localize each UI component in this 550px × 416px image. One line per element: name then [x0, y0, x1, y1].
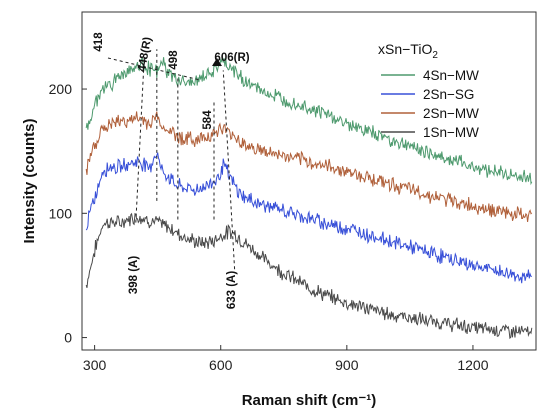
y-axis-title: Intensity (counts) — [21, 118, 38, 243]
guide-398-418 — [135, 57, 145, 223]
annotation-418: 418 — [93, 32, 105, 52]
annotation-448R: 448(R) — [136, 36, 154, 73]
series-line-1sn-mw — [85, 212, 533, 340]
x-tick-label: 300 — [83, 357, 107, 373]
series-line-2sn-sg — [85, 152, 532, 284]
arrow-606-icon — [212, 58, 222, 66]
y-tick-label: 0 — [64, 330, 72, 346]
legend-title-main: xSn−TiO — [378, 41, 432, 57]
legend-title: xSn−TiO2 — [378, 41, 438, 61]
legend-label: 4Sn−MW — [423, 68, 479, 83]
annotation-398A: 398 (A) — [128, 256, 140, 295]
tick-layer: 300 600 900 1200 0 100 200 — [49, 81, 489, 373]
x-axis-title: Raman shift (cm⁻¹) — [242, 392, 377, 409]
series-layer — [85, 56, 533, 340]
annotation-584: 584 — [202, 110, 214, 130]
x-tick-label: 1200 — [457, 357, 488, 373]
plot-frame — [81, 11, 537, 351]
y-tick-label: 100 — [49, 205, 73, 221]
legend-label: 1Sn−MW — [423, 125, 479, 140]
annotation-633A: 633 (A) — [226, 271, 238, 310]
legend: xSn−TiO2 4Sn−MW 2Sn−SG 2Sn−MW 1Sn−MW — [378, 41, 479, 140]
y-tick-label: 200 — [49, 81, 73, 97]
legend-label: 2Sn−MW — [423, 106, 479, 121]
legend-label: 2Sn−SG — [423, 87, 474, 102]
legend-title-sub: 2 — [432, 50, 438, 61]
x-tick-label: 900 — [335, 357, 359, 373]
x-tick-label: 600 — [209, 357, 233, 373]
guide-layer — [107, 49, 236, 270]
guide-418-arc — [107, 57, 201, 81]
legend-entries: 4Sn−MW 2Sn−SG 2Sn−MW 1Sn−MW — [381, 68, 479, 140]
series-line-2sn-mw — [85, 111, 533, 222]
annotation-498: 498 — [168, 50, 180, 70]
series-line-4sn-mw — [85, 56, 533, 186]
annotation-606R: 606(R) — [214, 52, 249, 64]
